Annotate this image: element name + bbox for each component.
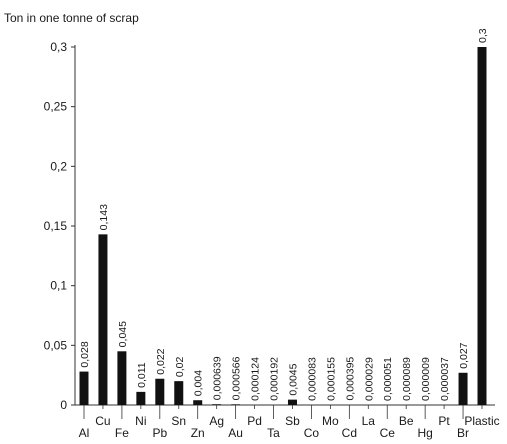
category-label: Co: [304, 426, 320, 440]
category-label: Ta: [267, 426, 280, 440]
bar: [458, 372, 468, 405]
category-label: Cd: [342, 426, 357, 440]
value-label: 0,000051: [382, 357, 394, 401]
bar: [79, 371, 89, 405]
value-label: 0,000639: [212, 356, 224, 400]
y-tick-label: 0: [60, 398, 67, 412]
category-label: Pd: [247, 414, 262, 428]
value-label: 0,000009: [420, 357, 432, 401]
labels-group: Al 0,028 Cu 0,143 Fe 0,045 Ni 0,011 Pb 0,022 Sn 0,0…: [79, 28, 500, 440]
category-label: Ag: [209, 414, 224, 428]
y-tick-label: 0,2: [50, 159, 67, 173]
category-label: Cu: [95, 414, 110, 428]
category-label: Al: [79, 426, 90, 440]
category-label: Ce: [380, 426, 396, 440]
value-label: 0,000083: [306, 357, 318, 401]
category-label: Br: [457, 426, 469, 440]
value-label: 0,000124: [250, 357, 262, 401]
value-label: 0,011: [136, 362, 148, 388]
value-label: 0,045: [117, 321, 129, 347]
bar: [193, 400, 203, 405]
category-label: Pt: [438, 414, 450, 428]
category-label: Plastic: [464, 414, 499, 428]
bar: [155, 378, 165, 405]
y-tick-label: 0,3: [50, 40, 67, 54]
value-label: 0,0045: [287, 363, 299, 395]
category-label: Zn: [191, 426, 205, 440]
value-label: 0,143: [98, 204, 110, 230]
category-label: Hg: [417, 426, 432, 440]
value-label: 0,000089: [401, 357, 413, 401]
category-label: Fe: [115, 426, 129, 440]
value-label: 0,000029: [363, 357, 375, 401]
bar: [212, 404, 222, 405]
category-label: Be: [399, 414, 414, 428]
value-label: 0,02: [174, 357, 186, 378]
bar: [231, 404, 241, 405]
y-tick-label: 0,1: [50, 279, 67, 293]
bar: [98, 234, 108, 405]
category-label: Au: [228, 426, 243, 440]
bar: [136, 391, 146, 405]
value-label: 0,000192: [269, 357, 281, 401]
value-label: 0,000566: [231, 356, 243, 400]
category-label: Sb: [285, 414, 300, 428]
value-label: 0,022: [155, 348, 167, 374]
category-label: Sn: [171, 414, 186, 428]
bar: [477, 47, 487, 405]
chart-title: Ton in one tonne of scrap: [4, 11, 139, 25]
bar: [117, 351, 127, 405]
value-label: 0,000037: [439, 357, 451, 401]
category-label: La: [362, 414, 376, 428]
y-tick-label: 0,15: [44, 219, 68, 233]
category-label: Ni: [135, 414, 146, 428]
value-label: 0,028: [79, 341, 91, 367]
bars-group: [79, 47, 487, 405]
y-tick-label: 0,05: [44, 338, 68, 352]
value-label: 0,000395: [344, 357, 356, 401]
bar: [287, 399, 297, 405]
category-label: Mo: [322, 414, 339, 428]
value-label: 0,3: [477, 28, 489, 43]
value-label: 0,000155: [325, 357, 337, 401]
value-label: 0,004: [193, 370, 205, 396]
y-tick-label: 0,25: [44, 100, 68, 114]
chart-axes: 0 0,05 0,1 0,15 0,2 0,25 0,3: [44, 40, 495, 419]
category-label: Pb: [152, 426, 167, 440]
bar: [174, 381, 184, 405]
value-label: 0,027: [458, 342, 470, 368]
